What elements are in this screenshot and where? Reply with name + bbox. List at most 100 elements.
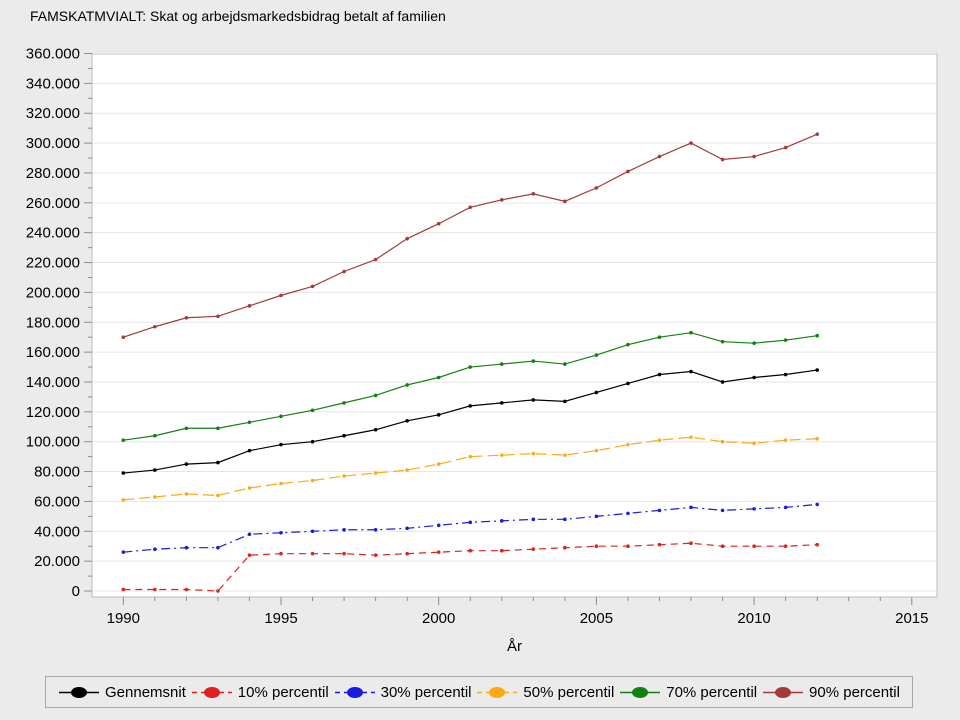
data-point-marker: [153, 324, 157, 329]
data-point-marker: [184, 587, 189, 592]
data-point-marker: [499, 401, 504, 405]
data-point-marker: [247, 553, 252, 557]
series-gennemsnit: [121, 368, 819, 475]
data-point-marker: [720, 380, 725, 384]
y-tick-label: 180.000: [26, 314, 80, 331]
legend-swatch-icon: [334, 686, 375, 698]
data-point-marker: [121, 498, 126, 502]
data-point-marker: [499, 362, 504, 366]
y-tick-label: 220.000: [26, 255, 80, 272]
data-point-marker: [689, 369, 693, 374]
x-tick-label: 2010: [737, 610, 770, 627]
y-tick-label: 320.000: [26, 105, 80, 122]
data-point-marker: [531, 398, 536, 402]
data-point-marker: [531, 517, 536, 522]
y-tick-label: 340.000: [26, 75, 80, 92]
data-point-marker: [468, 404, 473, 408]
data-point-marker: [720, 339, 725, 344]
data-point-marker: [626, 442, 630, 447]
data-point-marker: [752, 507, 756, 511]
data-point-marker: [342, 401, 346, 405]
y-tick-label: 60.000: [34, 493, 80, 510]
series-10-percentil: [121, 541, 819, 593]
data-point-marker: [815, 333, 819, 338]
y-tick-label: 240.000: [26, 225, 80, 242]
legend-item-50-percentil: 50% percentil: [476, 684, 614, 701]
plot-area: [91, 53, 938, 598]
data-point-marker: [563, 517, 567, 522]
data-point-marker: [373, 427, 378, 432]
y-axis: 0 20.000 40.000 60.000 80.000 100.000 120.000 1…: [26, 46, 92, 600]
legend-swatch-icon: [59, 686, 99, 698]
series-line: [123, 436, 818, 501]
data-point-marker: [247, 448, 252, 453]
legend-label: 30% percentil: [380, 683, 472, 701]
legend-item-70-percentil: 70% percentil: [619, 684, 757, 701]
data-point-marker: [752, 375, 756, 380]
data-point-marker: [121, 335, 126, 339]
chart-title: FAMSKATMVIALT: Skat og arbejdsmarkedsbid…: [30, 8, 446, 24]
data-point-marker: [752, 154, 756, 159]
data-point-marker: [436, 413, 441, 417]
series-70-percentil: [121, 330, 819, 443]
y-tick-label: 100.000: [26, 434, 80, 451]
data-point-marker: [342, 551, 346, 556]
data-point-marker: [310, 408, 315, 413]
data-point-marker: [783, 544, 788, 549]
data-point-marker: [247, 532, 252, 537]
data-point-marker: [689, 505, 693, 510]
data-point-marker: [405, 418, 409, 423]
data-point-marker: [689, 541, 693, 546]
data-point-marker: [815, 368, 819, 372]
data-point-marker: [720, 157, 725, 162]
data-point-marker: [121, 587, 126, 592]
data-point-marker: [247, 420, 252, 425]
data-point-marker: [153, 587, 157, 592]
y-tick-label: 120.000: [26, 404, 80, 421]
data-point-marker: [499, 548, 504, 553]
x-tick-label: 1995: [264, 610, 297, 627]
data-point-marker: [436, 221, 441, 226]
data-point-marker: [626, 342, 630, 347]
data-point-marker: [720, 439, 725, 444]
x-tick-label: 2000: [422, 610, 455, 627]
data-point-marker: [720, 544, 725, 549]
data-point-marker: [563, 545, 567, 550]
legend-swatch-icon: [191, 686, 232, 698]
legend-swatch-icon: [620, 686, 661, 698]
data-point-marker: [373, 393, 378, 398]
data-point-marker: [689, 330, 693, 335]
data-point-marker: [531, 192, 536, 196]
data-point-marker: [247, 304, 252, 308]
line-chart: 0 20.000 40.000 60.000 80.000 100.000 120.000 1…: [26, 46, 938, 627]
y-tick-label: 40.000: [34, 523, 80, 540]
data-point-marker: [436, 523, 441, 528]
data-point-marker: [405, 551, 409, 556]
data-point-marker: [153, 495, 157, 499]
data-point-marker: [153, 468, 157, 472]
data-point-marker: [626, 544, 630, 549]
data-point-marker: [247, 486, 252, 490]
data-point-marker: [626, 511, 630, 516]
data-point-marker: [405, 383, 409, 387]
data-point-marker: [405, 236, 409, 241]
data-point-marker: [216, 545, 220, 550]
data-point-marker: [657, 154, 662, 159]
data-point-marker: [184, 426, 189, 431]
data-point-marker: [657, 372, 662, 377]
data-point-marker: [752, 544, 756, 549]
data-point-marker: [121, 550, 126, 554]
data-point-marker: [689, 141, 693, 145]
y-tick-label: 140.000: [26, 374, 80, 391]
data-point-marker: [594, 448, 599, 453]
data-point-marker: [373, 257, 378, 262]
data-point-marker: [436, 550, 441, 554]
x-tick-label: 1990: [107, 610, 140, 627]
data-point-marker: [752, 341, 756, 345]
data-point-marker: [563, 199, 567, 204]
data-point-marker: [279, 530, 283, 535]
data-point-marker: [468, 365, 473, 369]
data-point-marker: [184, 492, 189, 496]
data-point-marker: [563, 362, 567, 366]
data-point-marker: [499, 198, 504, 202]
